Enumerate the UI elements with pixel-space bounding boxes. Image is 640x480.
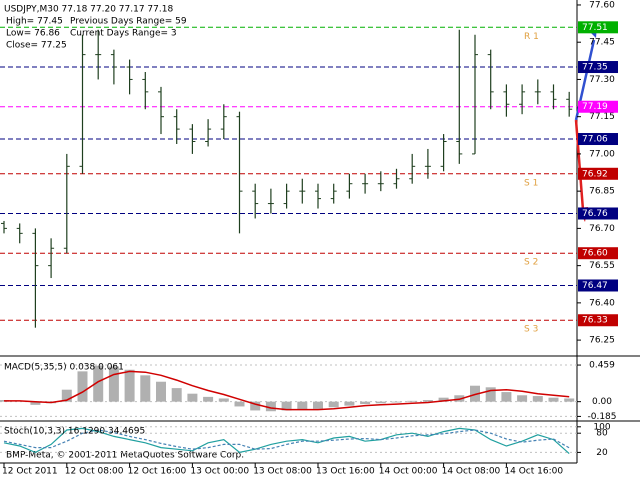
- x-tick-label: 14 Oct 16:00: [504, 467, 563, 477]
- x-tick-label: 13 Oct 00:00: [190, 467, 249, 477]
- macd-histogram-bar: [171, 388, 182, 402]
- level-name: S 1: [524, 178, 538, 188]
- level-price-label: 77.35: [582, 63, 608, 73]
- y-tick-label: 77.45: [589, 38, 615, 48]
- macd-histogram-bar: [250, 401, 261, 411]
- level-price-box: [578, 247, 618, 260]
- macd-histogram-bar: [391, 401, 402, 403]
- copyright: BMP-Meta, © 2001-2011 MetaQuotes Softwar…: [6, 451, 244, 461]
- y-tick-label: 76.55: [589, 261, 615, 271]
- level-price-box: [578, 133, 618, 146]
- macd-histogram-bar: [124, 369, 135, 402]
- info-text: Low= 76.86: [6, 29, 60, 39]
- level-price-box: [578, 167, 618, 180]
- x-tick-label: 14 Oct 08:00: [442, 467, 501, 477]
- y-tick-label: 77.15: [589, 112, 615, 122]
- pane-title: MACD(5,35,5) 0.038 0.061: [4, 363, 124, 373]
- macd-histogram-bar: [218, 398, 229, 402]
- macd-histogram-bar: [438, 397, 449, 402]
- macd-histogram-bar: [548, 397, 559, 402]
- y-tick-label: 0.459: [589, 361, 615, 371]
- level-price-label: 76.33: [582, 316, 608, 326]
- y-tick-label: 76.70: [589, 224, 615, 234]
- macd-histogram-bar: [140, 375, 151, 402]
- y-tick-label: 80: [596, 429, 608, 439]
- y-tick-label: 77.60: [589, 0, 615, 10]
- info-text: Current Days Range= 3: [70, 29, 177, 39]
- stoch-line: [3, 427, 570, 455]
- pane-title: Stoch(10,3,3) 16.1290 34.4695: [4, 427, 145, 437]
- macd-histogram-bar: [77, 371, 88, 402]
- macd-histogram-bar: [375, 401, 386, 404]
- stoch-line: [3, 429, 570, 450]
- macd-histogram-bar: [564, 398, 575, 402]
- macd-histogram-bar: [517, 395, 528, 402]
- level-name: S 3: [524, 325, 538, 335]
- x-tick-label: 12 Oct 16:00: [128, 467, 187, 477]
- macd-histogram-bar: [485, 387, 496, 402]
- y-tick-label: 20: [596, 448, 608, 458]
- macd-histogram-bar: [501, 392, 512, 402]
- macd-histogram-bar: [93, 365, 104, 402]
- y-tick-label: 76.25: [589, 336, 615, 346]
- down-arrow: [574, 119, 585, 211]
- level-price-label: 76.76: [582, 209, 608, 219]
- x-tick-label: 12 Oct 08:00: [65, 467, 124, 477]
- level-price-label: 76.47: [582, 281, 608, 291]
- macd-histogram-bar: [454, 395, 465, 402]
- macd-histogram-bar: [328, 401, 339, 408]
- macd-signal-line: [4, 370, 570, 411]
- level-price-label: 77.19: [582, 102, 608, 112]
- symbol-title: USDJPY,M30 77.18 77.20 77.17 77.18: [4, 5, 173, 15]
- level-price-box: [578, 207, 618, 220]
- macd-histogram-bar: [234, 401, 245, 407]
- y-tick-label: 77.30: [589, 75, 615, 85]
- y-tick-label: 0.00: [592, 397, 612, 407]
- info-text: Previous Days Range= 59: [70, 17, 187, 27]
- macd-histogram-bar: [30, 401, 41, 405]
- level-price-label: 77.06: [582, 135, 608, 145]
- macd-histogram-bar: [313, 401, 323, 409]
- macd-histogram-bar: [61, 389, 72, 402]
- macd-histogram-bar: [360, 401, 371, 405]
- macd-histogram-bar: [203, 396, 214, 402]
- level-name: R 1: [524, 32, 539, 42]
- level-price-label: 77.51: [582, 23, 608, 33]
- level-price-label: 76.60: [582, 249, 608, 259]
- macd-histogram-bar: [281, 401, 292, 411]
- level-price-box: [578, 279, 618, 292]
- macd-histogram-bar: [187, 393, 198, 402]
- info-text: High= 77.45: [6, 17, 63, 27]
- macd-histogram-bar: [156, 381, 166, 402]
- y-tick-label: 76.40: [589, 298, 615, 308]
- macd-histogram-bar: [297, 401, 308, 410]
- level-price-label: 76.92: [582, 169, 608, 179]
- macd-histogram-bar: [344, 401, 355, 406]
- level-price-box: [578, 314, 618, 327]
- macd-histogram-bar: [108, 366, 119, 402]
- level-price-box: [578, 61, 618, 74]
- y-tick-label: -0.185: [587, 412, 616, 422]
- macd-histogram-bar: [265, 401, 276, 412]
- y-tick-label: 100: [593, 422, 610, 432]
- info-text: Close= 77.25: [6, 41, 67, 51]
- macd-histogram-bar: [407, 400, 418, 402]
- x-tick-label: 14 Oct 00:00: [379, 467, 438, 477]
- macd-histogram-bar: [470, 385, 480, 402]
- y-tick-label: 77.00: [589, 149, 615, 159]
- x-tick-label: 13 Oct 08:00: [253, 467, 312, 477]
- level-price-box: [578, 21, 618, 34]
- macd-histogram-bar: [422, 400, 433, 402]
- x-tick-label: 12 Oct 2011: [2, 467, 58, 477]
- y-tick-label: 76.85: [589, 187, 615, 197]
- macd-histogram-bar: [532, 396, 543, 402]
- level-price-box: [578, 100, 618, 113]
- x-tick-label: 13 Oct 16:00: [316, 467, 375, 477]
- level-name: S 2: [524, 258, 538, 268]
